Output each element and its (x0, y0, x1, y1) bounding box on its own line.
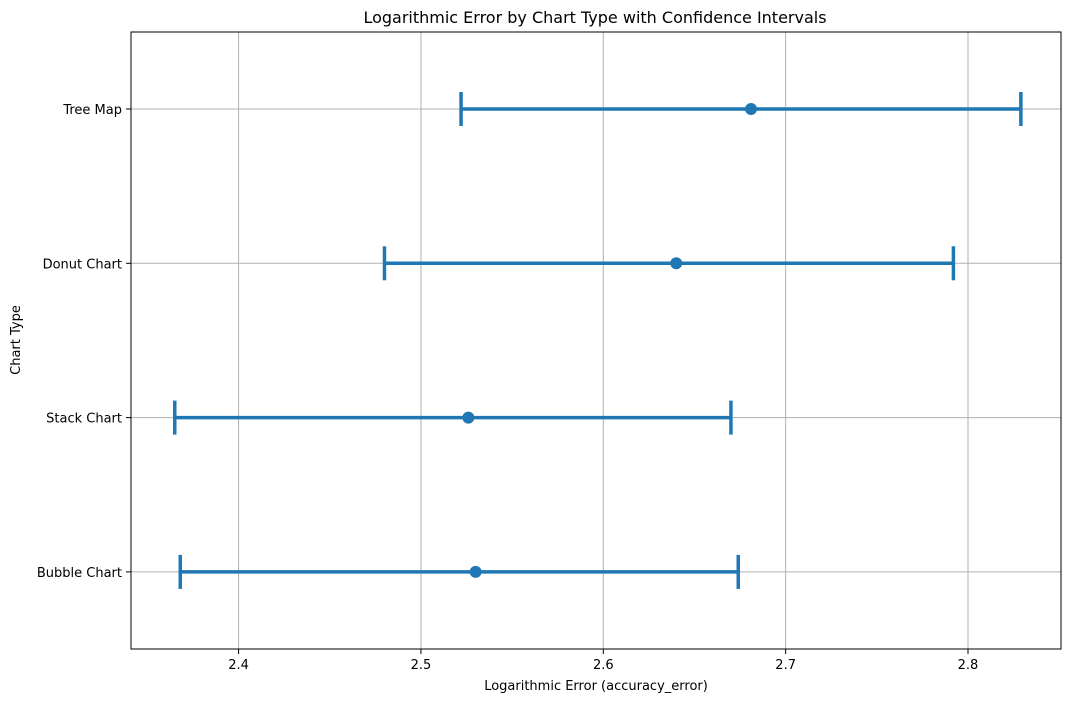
y-axis-label: Chart Type (9, 305, 24, 375)
y-tick-label: Stack Chart (46, 412, 122, 427)
x-tick-label: 2.7 (775, 658, 796, 673)
mean-point (745, 103, 757, 115)
mean-point (469, 565, 482, 578)
ci-series (173, 92, 1023, 589)
y-tick-label: Tree Map (62, 103, 122, 118)
x-tick-label: 2.8 (958, 658, 979, 673)
x-tick-label: 2.5 (411, 658, 432, 673)
mean-point (670, 257, 683, 270)
y-axis: Tree Map Donut Chart Stack Chart Bubble Cha… (37, 103, 131, 581)
x-tick-label: 2.4 (228, 658, 249, 673)
chart-title: Logarithmic Error by Chart Type with Con… (363, 8, 826, 27)
grid-lines (131, 32, 1061, 649)
x-axis: 2.4 2.5 2.6 2.7 2.8 (228, 649, 978, 673)
y-tick-label: Donut Chart (43, 257, 122, 272)
mean-point (462, 411, 475, 424)
x-axis-label: Logarithmic Error (accuracy_error) (484, 679, 708, 694)
y-tick-label: Bubble Chart (37, 566, 122, 581)
x-tick-label: 2.6 (593, 658, 614, 673)
plot-frame (130, 31, 1062, 650)
